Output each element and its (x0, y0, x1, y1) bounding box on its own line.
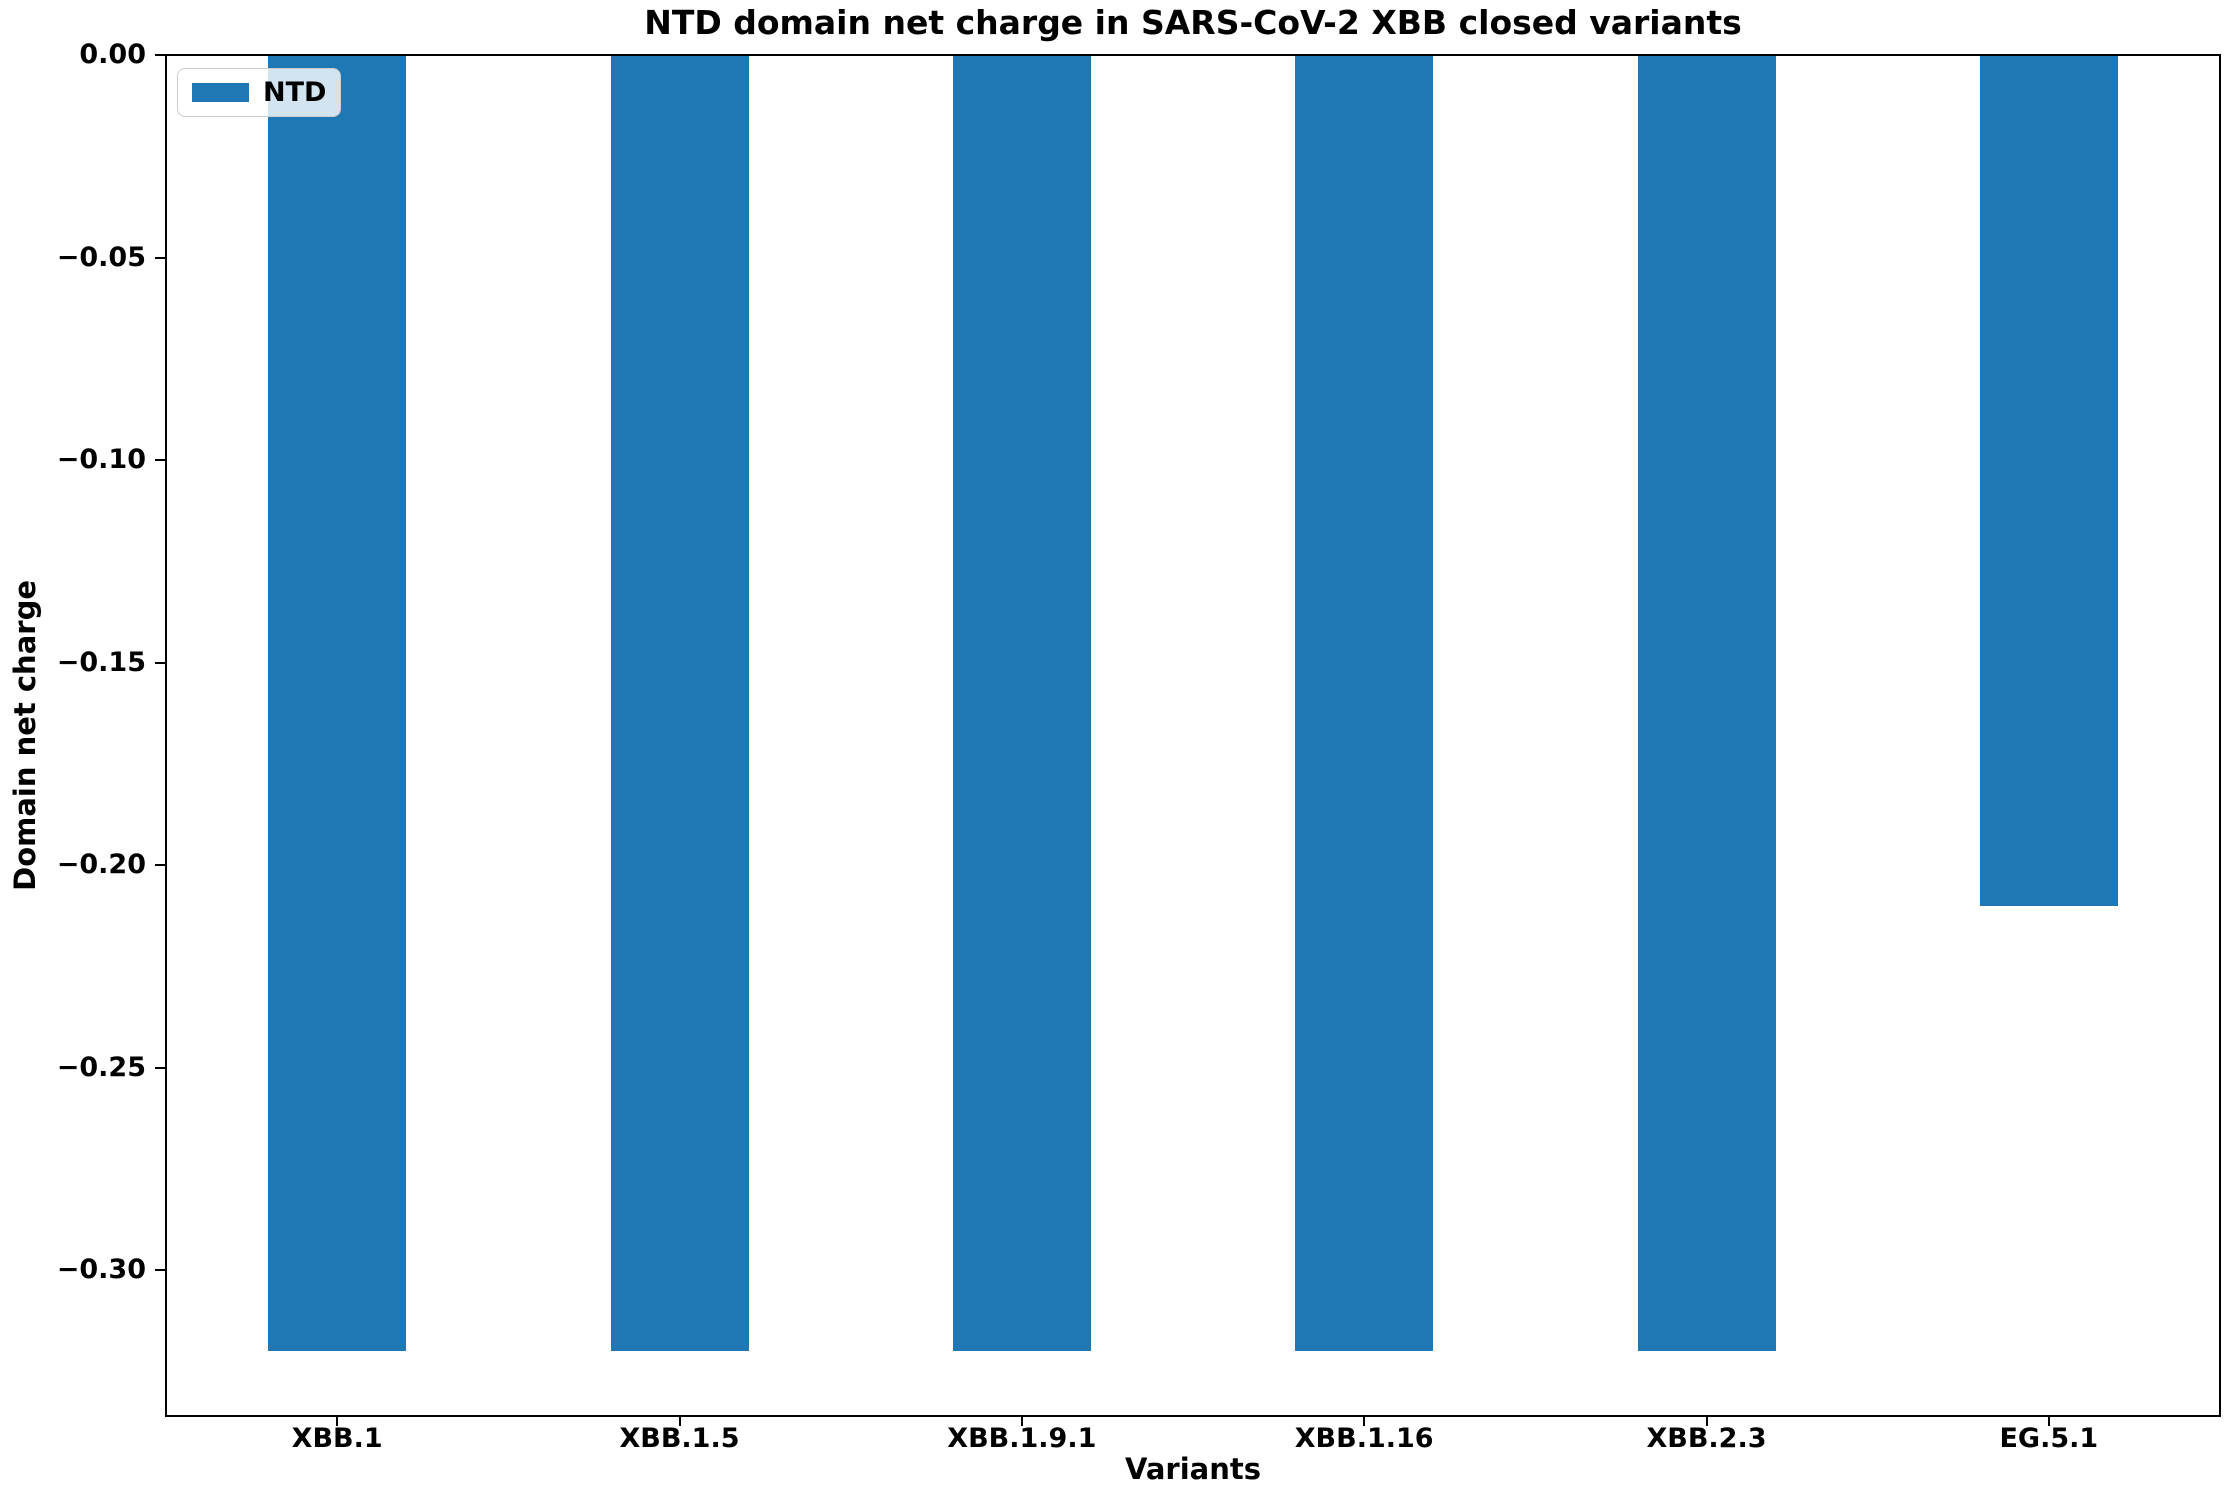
right-spine (2219, 54, 2221, 1417)
y-tick-label: 0.00 (79, 39, 146, 70)
x-axis-label: Variants (1124, 1452, 1261, 1486)
y-tick-label: −0.25 (56, 1051, 146, 1083)
y-tick-label: −0.15 (56, 646, 146, 678)
y-tick-mark (155, 54, 165, 56)
x-tick-mark (336, 1416, 339, 1426)
y-tick-label: −0.20 (56, 849, 146, 881)
y-tick-label: −0.05 (56, 241, 146, 273)
chart-title: NTD domain net charge in SARS-CoV-2 XBB … (644, 3, 1742, 42)
bar-EG.5.1 (1979, 55, 2118, 906)
x-tick-mark (1363, 1416, 1366, 1426)
y-tick-mark (155, 864, 165, 867)
legend-swatch-icon (192, 83, 249, 102)
x-tick-label-XBB.2.3: XBB.2.3 (1646, 1423, 1767, 1454)
bar-XBB.1 (268, 55, 407, 1352)
left-spine (165, 54, 167, 1417)
y-tick-mark (155, 661, 165, 664)
x-tick-label-XBB.1: XBB.1 (291, 1423, 383, 1454)
bottom-spine (166, 1415, 2220, 1417)
y-axis-label: Domain net charge (8, 580, 42, 891)
y-tick-mark (155, 256, 165, 259)
y-tick-mark (155, 1066, 165, 1069)
x-tick-mark (678, 1416, 681, 1426)
y-tick-label: −0.30 (56, 1254, 146, 1286)
legend: NTD (177, 68, 342, 117)
x-tick-label-EG.5.1: EG.5.1 (1999, 1423, 2099, 1454)
top-spine (166, 54, 2220, 56)
x-tick-label-XBB.1.16: XBB.1.16 (1294, 1423, 1434, 1454)
x-tick-mark (2047, 1416, 2050, 1426)
bar-XBB.1.16 (1295, 55, 1434, 1352)
y-tick-mark (155, 459, 165, 462)
bar-XBB.2.3 (1637, 55, 1776, 1352)
legend-label: NTD (263, 77, 327, 108)
x-tick-mark (1020, 1416, 1023, 1426)
y-tick-label: −0.10 (56, 444, 146, 476)
x-tick-label-XBB.1.9.1: XBB.1.9.1 (947, 1423, 1097, 1454)
bar-XBB.1.5 (610, 55, 749, 1352)
bar-XBB.1.9.1 (952, 55, 1091, 1352)
x-tick-label-XBB.1.5: XBB.1.5 (619, 1423, 740, 1454)
x-tick-mark (1705, 1416, 1708, 1426)
y-tick-mark (155, 1269, 165, 1272)
